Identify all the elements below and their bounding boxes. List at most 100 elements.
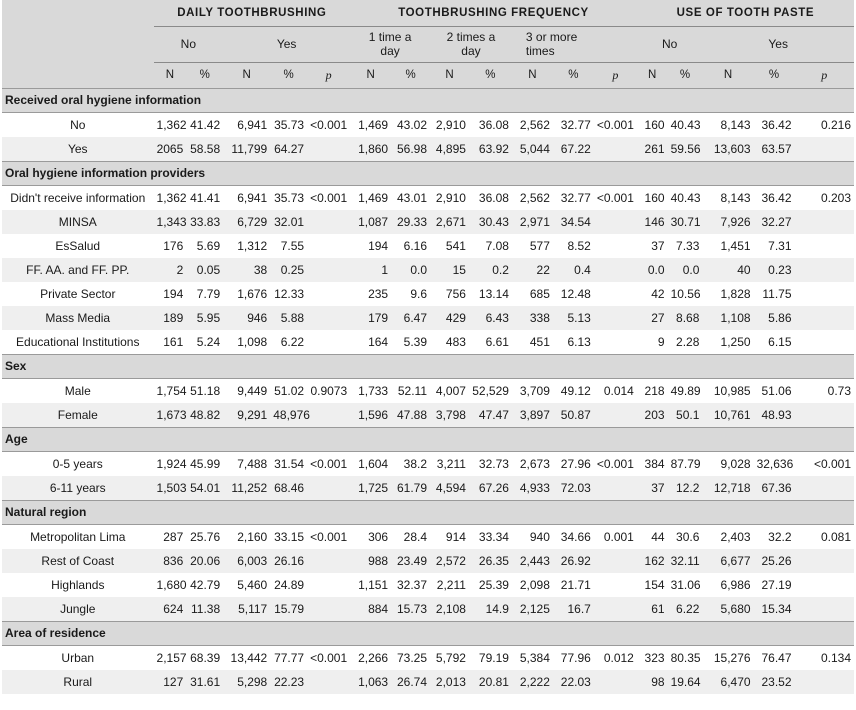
table-cell: 1,343 — [153, 209, 187, 234]
table-cell: 20.81 — [468, 669, 512, 694]
table-cell: 1,860 — [350, 136, 392, 161]
table-row: Female 1,673 48.82 9,291 48,976 1,596 47.88 3,7… — [2, 402, 854, 427]
table-cell: 483 — [445, 334, 466, 349]
table-cell: 836 — [153, 548, 187, 573]
table-cell: 38 — [223, 257, 271, 282]
p-value-cell — [594, 573, 637, 597]
table-cell: 5.86 — [753, 305, 795, 330]
table-row: Metropolitan Lima 287 25.76 2,160 33.15 <0.00… — [2, 524, 854, 549]
table-cell: 306 — [368, 529, 389, 544]
table-cell: 6,986 — [720, 577, 751, 592]
table-cell: 235 — [368, 286, 389, 301]
table-cell: 6.22 — [667, 596, 703, 621]
table-cell: 160 — [644, 117, 665, 132]
p-value-cell: <0.001 — [310, 650, 348, 665]
table-cell: 15.79 — [270, 596, 308, 621]
table-cell: 26.16 — [270, 548, 308, 573]
p-value-cell: 0.134 — [820, 650, 851, 665]
table-cell: 47.47 — [468, 402, 512, 427]
table-cell: 2,222 — [511, 669, 553, 694]
p-value-cell — [307, 282, 350, 306]
table-cell: 40 — [702, 257, 754, 282]
table-cell: 5,117 — [223, 596, 271, 621]
table-cell: 2,013 — [430, 669, 469, 694]
table-cell: 1,087 — [350, 209, 392, 234]
table-cell: 2,673 — [519, 456, 550, 471]
table-cell: 27 — [636, 305, 668, 330]
table-cell: 11,252 — [223, 475, 271, 500]
row-label: Didn't receive information — [10, 190, 146, 205]
p-value-cell — [593, 209, 637, 234]
table-cell: 25.76 — [190, 529, 221, 544]
row-label: Mass Media — [2, 305, 154, 330]
table-row: 6-11 years 1,503 54.01 11,252 68.46 1,725 61.7… — [2, 475, 854, 500]
table-cell: 2,125 — [511, 596, 553, 621]
row-label: Rural — [2, 669, 154, 694]
table-cell: 429 — [430, 305, 469, 330]
table-cell: 68.46 — [270, 475, 308, 500]
table-row: FF. AA. and FF. PP. 2 0.05 38 0.25 1 0.0 15 0.2 2… — [2, 257, 854, 282]
table-cell: 1 — [350, 257, 392, 282]
row-label: Jungle — [2, 596, 154, 621]
table-row: Educational Institutions 161 5.24 1,098 6.22… — [2, 330, 854, 355]
table-cell: 79.19 — [478, 650, 509, 665]
table-cell: 72.03 — [552, 475, 594, 500]
table-cell: 77.77 — [274, 650, 305, 665]
table-cell: 48,976 — [270, 402, 310, 427]
table-cell: 32,636 — [756, 456, 794, 471]
table-cell: 5.95 — [186, 305, 224, 330]
table-cell: 12.48 — [560, 286, 591, 301]
p-value-cell: 0.001 — [603, 529, 634, 544]
row-label: 0-5 years — [52, 456, 103, 471]
table-cell: 43.01 — [396, 190, 428, 205]
p-value-cell: 0.203 — [820, 190, 851, 205]
p-value-cell — [307, 257, 351, 282]
table-cell: 56.98 — [391, 136, 431, 161]
colhead: % — [679, 69, 691, 81]
table-cell: 34.66 — [560, 529, 591, 544]
table-row: Mass Media 189 5.95 946 5.88 179 6.47 429 6.43 33… — [2, 305, 854, 330]
table-cell: 9 — [657, 334, 665, 349]
table-cell: 7.08 — [485, 238, 509, 253]
table-cell: 9,449 — [237, 383, 268, 398]
subheader-freq-2: 2 times a day — [430, 26, 512, 63]
table-cell: 946 — [223, 305, 271, 330]
section-header-row: Received oral hygiene information — [2, 87, 854, 113]
table-cell: 3,211 — [436, 456, 466, 471]
table-cell: 27.96 — [560, 456, 591, 471]
table-cell: 2,562 — [519, 190, 550, 205]
table-cell: 203 — [636, 402, 668, 427]
p-value-cell: 0.012 — [603, 650, 634, 665]
p-value-cell — [795, 282, 854, 306]
table-cell: 28.4 — [403, 529, 428, 544]
table-row: MINSA 1,343 33.83 6,729 32.01 1,087 29.33 2,671… — [2, 209, 854, 234]
table-cell: 5.88 — [270, 305, 308, 330]
table-cell: 7.79 — [196, 286, 221, 301]
table-cell: 6.13 — [567, 334, 591, 349]
table-cell: 5,298 — [223, 669, 271, 694]
table-cell: 10,761 — [702, 402, 754, 427]
table-row: Male 1,754 51.18 9,449 51.02 0.9073 1,733 52.11… — [2, 378, 854, 403]
table-cell: 384 — [644, 456, 665, 471]
row-label: Educational Institutions — [16, 334, 140, 349]
table-cell: 756 — [445, 286, 466, 301]
table-cell: 52,529 — [472, 383, 509, 398]
table-cell: 1,828 — [720, 286, 751, 301]
table-cell: 161 — [163, 334, 184, 349]
table-cell: 2,971 — [511, 209, 553, 234]
table-cell: 36.42 — [761, 117, 792, 132]
colhead-p: p — [612, 67, 619, 82]
table-cell: 32.73 — [478, 456, 509, 471]
p-value-cell: <0.001 — [596, 456, 634, 471]
table-cell: 14.9 — [468, 596, 512, 621]
table-cell: 164 — [368, 334, 389, 349]
table-cell: 8,143 — [720, 117, 751, 132]
p-value-cell: <0.001 — [310, 529, 348, 544]
p-value-cell: 0.014 — [603, 383, 634, 398]
table-row: No 1,362 41.42 6,941 35.73 <0.001 1,469 43.02 2,… — [2, 112, 854, 137]
table-cell: 42.79 — [190, 577, 221, 592]
colhead: N — [648, 69, 657, 81]
table-cell: 6,941 — [237, 117, 268, 132]
table-cell: 8.68 — [667, 305, 703, 330]
table-cell: 6.22 — [280, 334, 305, 349]
